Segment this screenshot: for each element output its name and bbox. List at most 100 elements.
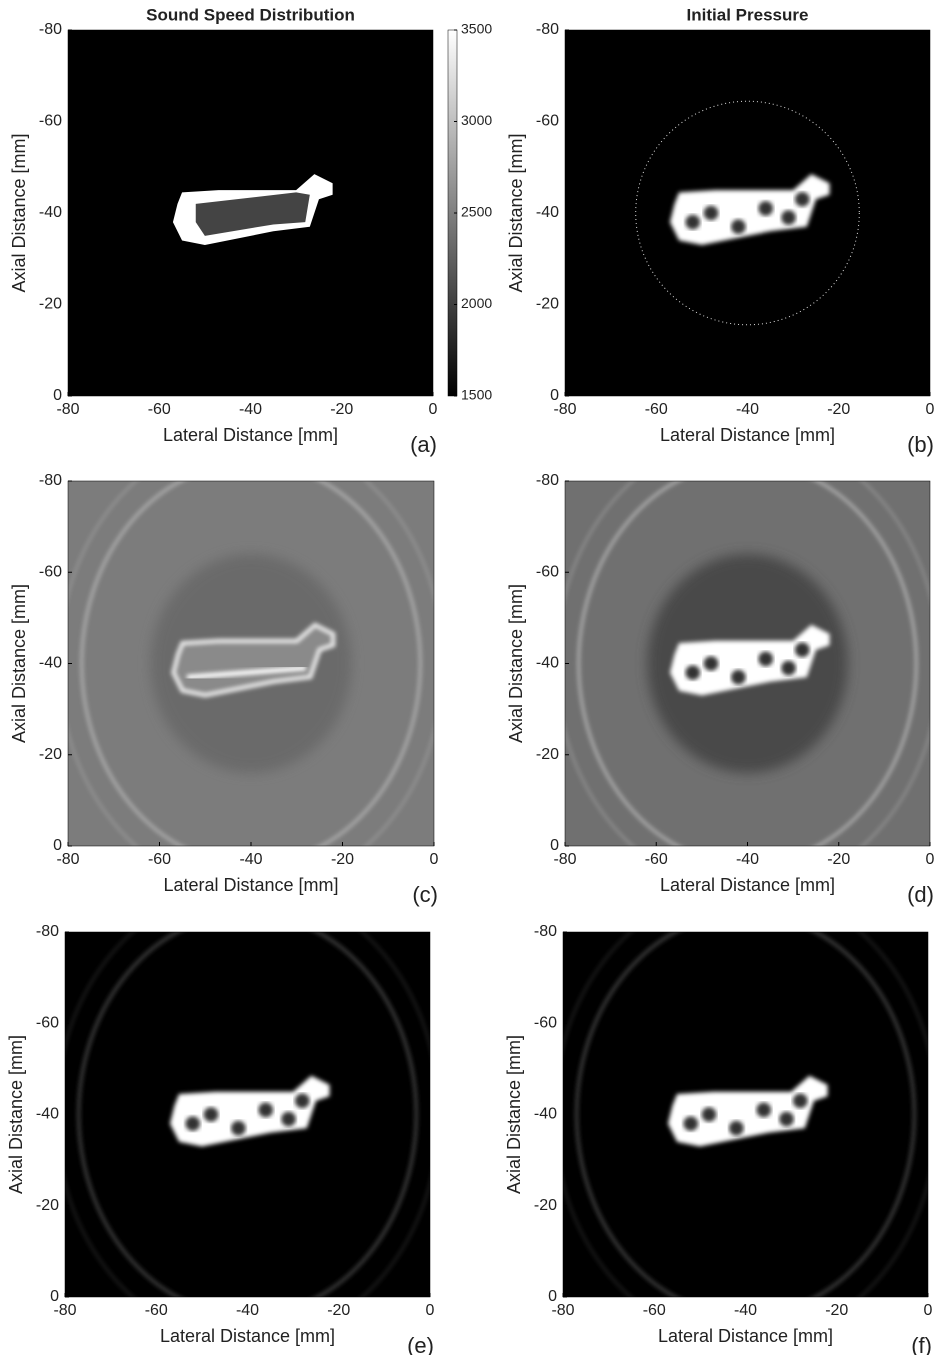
x-tick-label: -80 xyxy=(551,1302,574,1319)
bone-void xyxy=(281,1111,296,1127)
bone-void xyxy=(203,1107,219,1122)
image-area xyxy=(563,932,928,1297)
x-tick-label: 0 xyxy=(926,851,935,868)
wave-ring xyxy=(80,481,422,846)
x-axis-label: Lateral Distance [mm] xyxy=(660,875,835,895)
y-tick-label: -40 xyxy=(39,204,62,221)
x-tick-label: 0 xyxy=(924,1302,933,1319)
y-tick-label: -60 xyxy=(536,563,559,580)
x-tick-label: -80 xyxy=(56,851,79,868)
y-tick-label: -60 xyxy=(534,1014,557,1031)
x-tick-label: -60 xyxy=(645,851,668,868)
colorbar-tick-label: 2500 xyxy=(461,204,492,220)
x-tick-label: -40 xyxy=(239,851,262,868)
y-tick-label: 0 xyxy=(550,387,559,404)
y-tick-label: -80 xyxy=(36,923,59,940)
wave-ring xyxy=(77,932,418,1297)
x-tick-label: -40 xyxy=(236,1302,259,1319)
y-tick-label: 0 xyxy=(550,837,559,854)
y-tick-label: 0 xyxy=(53,387,62,404)
bone-void xyxy=(758,201,774,216)
y-tick-label: -80 xyxy=(536,21,559,38)
x-tick-label: 0 xyxy=(426,1302,435,1319)
x-tick-label: -20 xyxy=(827,851,850,868)
x-tick-label: -80 xyxy=(53,1302,76,1319)
y-axis-label: Axial Distance [mm] xyxy=(6,1035,26,1194)
y-tick-label: -60 xyxy=(36,1014,59,1031)
y-axis-label: Axial Distance [mm] xyxy=(506,133,526,292)
x-axis-label: Lateral Distance [mm] xyxy=(660,425,835,445)
x-tick-label: -20 xyxy=(827,401,850,418)
y-tick-label: -80 xyxy=(39,21,62,38)
x-tick-label: 0 xyxy=(429,401,438,418)
wave-ring xyxy=(577,481,918,846)
y-tick-label: -60 xyxy=(39,563,62,580)
x-tick-label: -20 xyxy=(330,401,353,418)
bone-void xyxy=(794,191,810,207)
y-tick-label: -40 xyxy=(536,655,559,672)
bone-void xyxy=(781,210,796,225)
panel-label: (d) xyxy=(907,882,934,907)
y-axis-label: Axial Distance [mm] xyxy=(504,1035,524,1194)
bone-void xyxy=(792,1093,808,1109)
colorbar-tick-label: 3000 xyxy=(461,112,492,128)
bone-void xyxy=(756,1102,772,1118)
bone-void xyxy=(185,1116,201,1131)
x-tick-label: -80 xyxy=(553,851,576,868)
y-tick-label: -80 xyxy=(536,472,559,489)
x-tick-label: -20 xyxy=(327,1302,350,1319)
bone-void xyxy=(683,1116,699,1131)
bone-void xyxy=(701,1107,717,1122)
bone-void xyxy=(703,205,719,221)
bone-void xyxy=(258,1102,274,1118)
y-tick-label: -40 xyxy=(39,655,62,672)
bone xyxy=(669,174,830,246)
y-axis-label: Axial Distance [mm] xyxy=(9,133,29,292)
x-tick-label: -60 xyxy=(148,851,171,868)
x-tick-label: -60 xyxy=(645,401,668,418)
y-tick-label: -60 xyxy=(536,113,559,130)
image-area xyxy=(565,481,930,846)
bone-void xyxy=(231,1120,246,1136)
panel-title: Initial Pressure xyxy=(687,5,809,24)
bone-void xyxy=(685,214,701,230)
bone xyxy=(169,1075,330,1147)
x-tick-label: -40 xyxy=(734,1302,757,1319)
panel-label: (a) xyxy=(410,432,437,457)
image-area xyxy=(65,932,430,1297)
x-tick-label: -20 xyxy=(331,851,354,868)
x-tick-label: 0 xyxy=(926,401,935,418)
y-tick-label: -20 xyxy=(536,746,559,763)
bone xyxy=(171,622,336,698)
x-axis-label: Lateral Distance [mm] xyxy=(163,875,338,895)
x-tick-label: -60 xyxy=(148,401,171,418)
x-axis-label: Lateral Distance [mm] xyxy=(163,425,338,445)
bone-inner xyxy=(195,192,310,236)
y-tick-label: -80 xyxy=(39,472,62,489)
wave-ring xyxy=(575,932,916,1297)
x-tick-label: -60 xyxy=(145,1302,168,1319)
x-axis-label: Lateral Distance [mm] xyxy=(658,1326,833,1346)
colorbar-tick-label: 3500 xyxy=(461,21,492,37)
panel-label: (f) xyxy=(911,1333,932,1355)
y-tick-label: -60 xyxy=(39,113,62,130)
bone-void xyxy=(703,656,719,671)
bone-void xyxy=(685,665,701,680)
y-tick-label: -40 xyxy=(534,1106,557,1123)
detector-ring xyxy=(635,100,860,326)
colorbar-tick-label: 1500 xyxy=(461,387,492,403)
x-tick-label: -40 xyxy=(736,401,759,418)
bone-void xyxy=(779,1111,794,1127)
bone xyxy=(667,1075,828,1147)
y-tick-label: 0 xyxy=(50,1288,59,1305)
x-tick-label: -80 xyxy=(56,401,79,418)
bone-void xyxy=(794,642,810,658)
bone xyxy=(669,624,830,696)
bone-void xyxy=(731,219,746,235)
colorbar-tick-label: 2000 xyxy=(461,295,492,311)
x-tick-label: -20 xyxy=(825,1302,848,1319)
y-axis-label: Axial Distance [mm] xyxy=(506,584,526,743)
bone-void xyxy=(781,660,796,676)
